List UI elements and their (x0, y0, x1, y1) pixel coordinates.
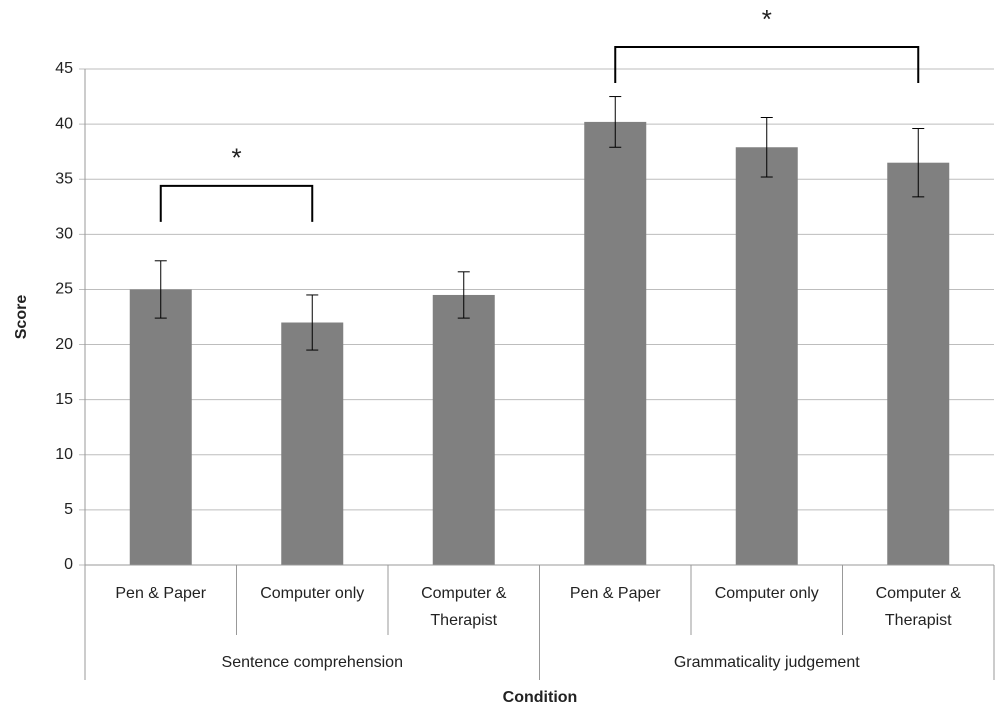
y-tick-label: 5 (64, 501, 73, 518)
significance-bracket (159, 184, 314, 222)
x-axis-label: Condition (503, 689, 578, 706)
y-tick-label: 20 (55, 336, 73, 353)
group-label: Grammaticality judgement (674, 654, 860, 671)
bar (735, 147, 798, 565)
x-tick-label: Pen & Paper (115, 585, 207, 602)
x-tick-label: Pen & Paper (569, 585, 661, 602)
y-tick-label: 0 (64, 556, 73, 573)
y-tick-label: 15 (55, 391, 73, 408)
error-bar (457, 271, 470, 319)
bar (129, 289, 192, 565)
error-bar (306, 294, 319, 351)
significance-star: * (762, 4, 772, 34)
x-tick-label: Computer & Therapist (421, 585, 507, 629)
bar (432, 294, 495, 565)
y-tick-label: 35 (55, 170, 73, 187)
x-tick-label: Computer only (714, 585, 819, 602)
significance-bracket (614, 45, 920, 83)
group-label: Sentence comprehension (222, 654, 403, 671)
y-tick-label: 10 (55, 446, 73, 463)
y-axis-label: Score (13, 295, 30, 340)
error-bar (912, 128, 925, 198)
error-bar (760, 116, 773, 178)
y-tick-label: 30 (55, 226, 73, 243)
x-tick-label: Computer only (260, 585, 365, 602)
error-bar (609, 96, 622, 148)
error-bar (154, 260, 167, 319)
y-tick-label: 45 (55, 60, 73, 77)
significance-star: * (231, 143, 241, 173)
x-tick-label: Computer & Therapist (875, 585, 961, 629)
bar (887, 162, 950, 565)
bar (281, 322, 344, 565)
bar (584, 121, 647, 565)
y-tick-label: 25 (55, 281, 73, 298)
y-tick-label: 40 (55, 115, 73, 132)
